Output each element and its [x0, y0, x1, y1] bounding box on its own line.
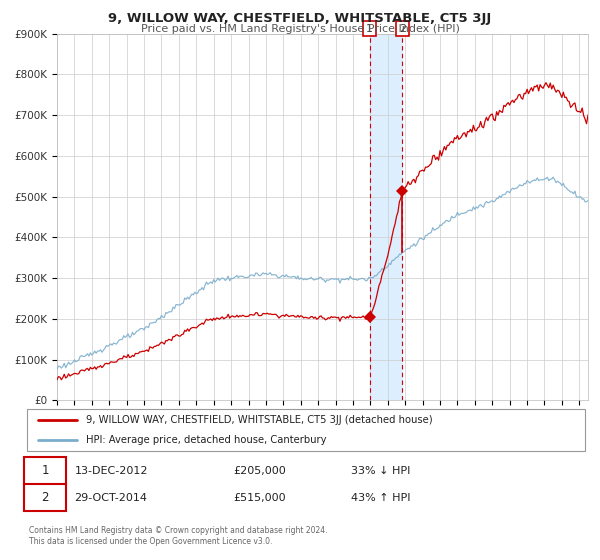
FancyBboxPatch shape — [24, 458, 66, 484]
Text: 13-DEC-2012: 13-DEC-2012 — [74, 466, 148, 476]
FancyBboxPatch shape — [24, 484, 66, 511]
Text: 33% ↓ HPI: 33% ↓ HPI — [350, 466, 410, 476]
Text: 2: 2 — [398, 24, 406, 34]
Text: HPI: Average price, detached house, Canterbury: HPI: Average price, detached house, Cant… — [86, 435, 326, 445]
Text: 43% ↑ HPI: 43% ↑ HPI — [350, 493, 410, 503]
Text: Contains HM Land Registry data © Crown copyright and database right 2024.
This d: Contains HM Land Registry data © Crown c… — [29, 526, 328, 546]
Text: £205,000: £205,000 — [233, 466, 286, 476]
Text: 2: 2 — [41, 491, 49, 504]
Text: 1: 1 — [41, 464, 49, 478]
Text: 9, WILLOW WAY, CHESTFIELD, WHITSTABLE, CT5 3JJ: 9, WILLOW WAY, CHESTFIELD, WHITSTABLE, C… — [109, 12, 491, 25]
Text: 29-OCT-2014: 29-OCT-2014 — [74, 493, 148, 503]
Bar — [370, 34, 402, 400]
Text: Price paid vs. HM Land Registry's House Price Index (HPI): Price paid vs. HM Land Registry's House … — [140, 24, 460, 34]
Text: 9, WILLOW WAY, CHESTFIELD, WHITSTABLE, CT5 3JJ (detached house): 9, WILLOW WAY, CHESTFIELD, WHITSTABLE, C… — [86, 415, 432, 425]
Text: 1: 1 — [366, 24, 373, 34]
Text: £515,000: £515,000 — [233, 493, 286, 503]
